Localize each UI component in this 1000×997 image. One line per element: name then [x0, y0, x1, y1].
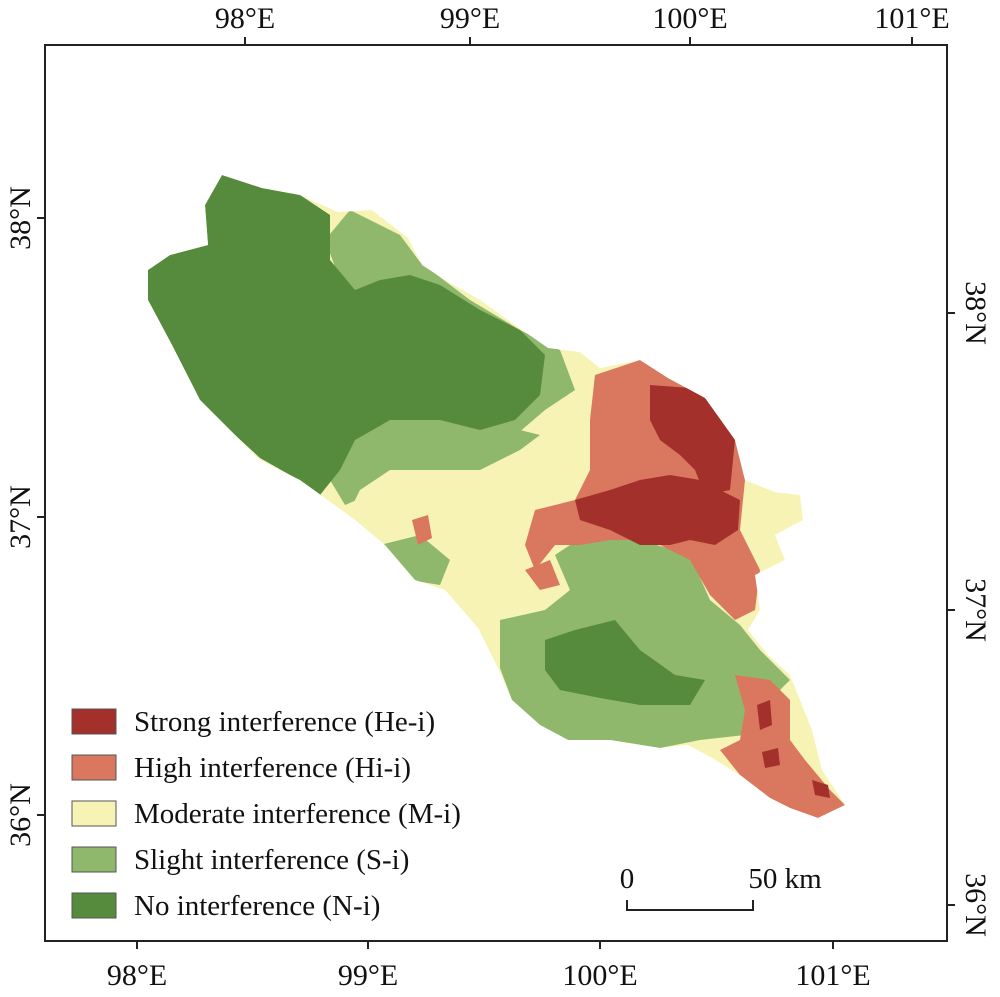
zone-slight-southwest — [380, 535, 450, 585]
zone-none-interior — [300, 360, 400, 440]
right-tick-label-38: 38°N — [959, 281, 992, 345]
zone-none-south — [545, 620, 705, 705]
legend-label-high: High interference (Hi-i) — [134, 752, 411, 784]
zone-moderate-center — [350, 400, 590, 520]
legend-swatch-none — [71, 892, 117, 919]
bottom-tick-label-100: 100°E — [562, 959, 637, 992]
left-tick-marks — [37, 217, 45, 816]
bottom-tick-marks — [136, 941, 834, 949]
zone-strong-small-2 — [762, 748, 780, 768]
left-tick-label-37: 37°N — [4, 485, 37, 549]
bottom-tick-label-99: 99°E — [338, 959, 398, 992]
zone-high-south-arm — [525, 560, 560, 590]
zone-slight-south — [500, 535, 790, 748]
legend-label-moderate: Moderate interference (M-i) — [134, 798, 461, 830]
scale-bar: 0 50 km — [620, 863, 822, 911]
legend-swatch-moderate — [71, 800, 117, 827]
zone-none-northwest — [148, 175, 545, 495]
legend-swatch-strong — [71, 708, 117, 735]
top-tick-label-101: 101°E — [874, 2, 949, 35]
zone-strong-small-1 — [757, 700, 772, 730]
bottom-tick-label-101: 101°E — [795, 959, 870, 992]
top-tick-marks — [244, 37, 913, 45]
legend-label-slight: Slight interference (S-i) — [134, 844, 409, 876]
right-tick-label-37: 37°N — [959, 578, 992, 642]
zone-strong-small-3 — [812, 780, 830, 798]
right-tick-marks — [947, 312, 955, 906]
left-tick-label-36: 36°N — [4, 783, 37, 847]
zone-strong-center — [575, 475, 740, 545]
top-tick-label-99: 99°E — [440, 2, 500, 35]
legend-label-none: No interference (N-i) — [134, 890, 380, 922]
legend-swatch-slight — [71, 846, 117, 873]
basin-map — [148, 175, 845, 818]
zone-high-small — [412, 515, 432, 545]
top-tick-label-100: 100°E — [652, 2, 727, 35]
right-tick-label-36: 36°N — [959, 873, 992, 937]
top-tick-label-98: 98°E — [215, 2, 275, 35]
scale-bar-end-label: 50 km — [748, 863, 822, 895]
scale-bar-start-label: 0 — [620, 863, 635, 895]
legend-swatch-high — [71, 754, 117, 781]
left-tick-label-38: 38°N — [4, 186, 37, 250]
zone-strong-northeast — [650, 385, 735, 495]
bottom-tick-label-98: 98°E — [107, 959, 167, 992]
legend: Strong interference (He-i) High interfer… — [71, 706, 461, 922]
legend-label-strong: Strong interference (He-i) — [134, 706, 435, 738]
